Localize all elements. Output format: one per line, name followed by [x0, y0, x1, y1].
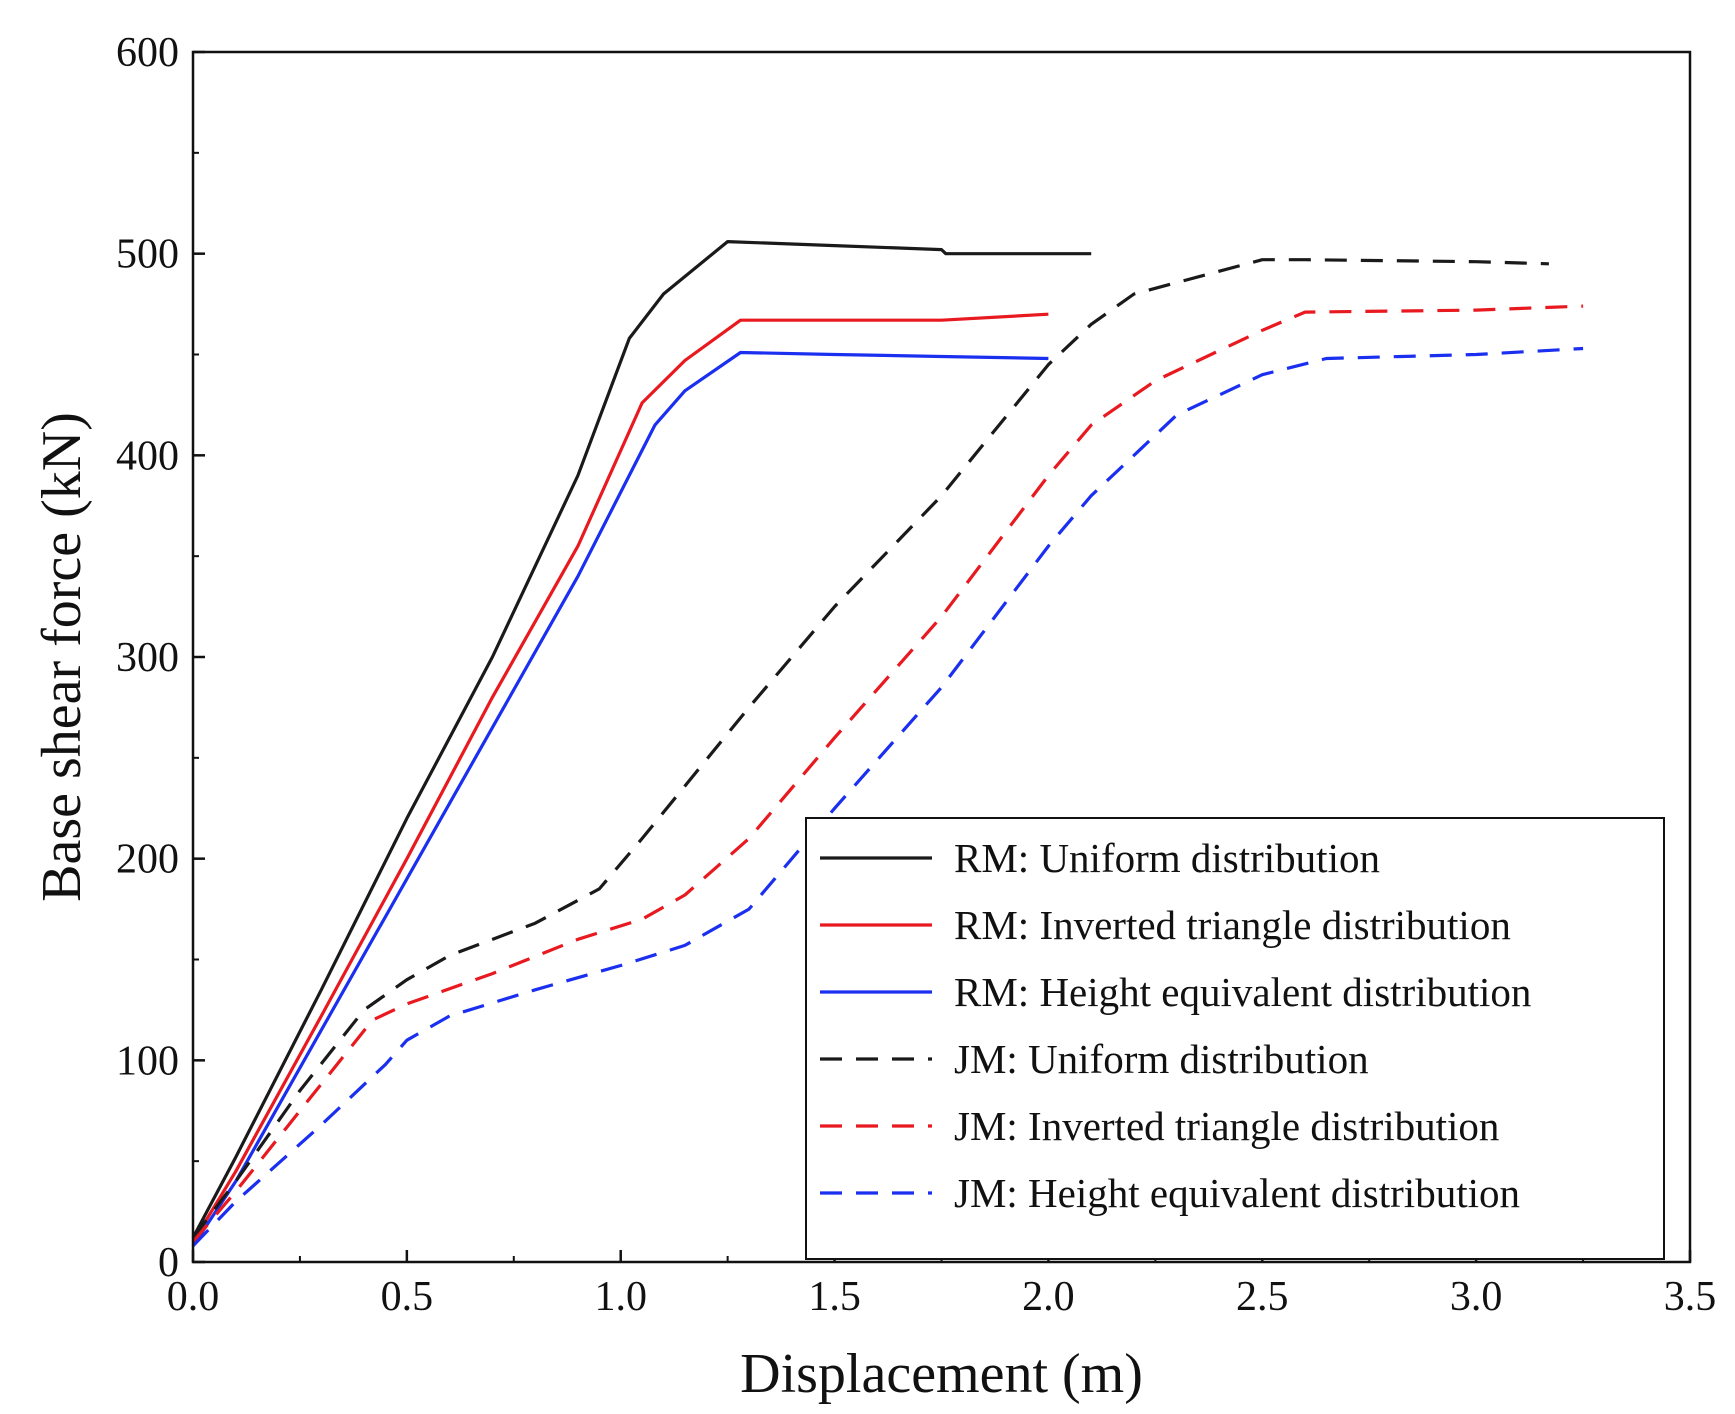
x-axis-title: Displacement (m) [740, 1343, 1143, 1405]
series-line [191, 304, 1584, 1243]
series-line [191, 346, 1584, 1248]
y-tick-label: 500 [116, 232, 179, 278]
series-line [191, 258, 1549, 1239]
y-axis: 0 100 200 300 400 500 600 [116, 30, 205, 1286]
x-tick-label: 1.0 [594, 1274, 647, 1320]
legend-box [805, 817, 1665, 1260]
y-tick-label: 300 [116, 635, 179, 681]
x-tick-label: 2.0 [1022, 1274, 1075, 1320]
x-tick-label: 1.5 [808, 1274, 861, 1320]
legend-entry: JM: Uniform distribution [954, 1036, 1369, 1082]
x-tick-label: 0.5 [381, 1274, 434, 1320]
legend-entry: JM: Height equivalent distribution [954, 1170, 1520, 1216]
y-tick-label: 600 [116, 30, 179, 76]
legend-entry: RM: Inverted triangle distribution [954, 902, 1511, 948]
series-layer [191, 240, 1584, 1248]
y-tick-label: 100 [116, 1038, 179, 1084]
series-line [191, 312, 1049, 1243]
y-tick-label: 200 [116, 837, 179, 883]
x-tick-label: 3.5 [1664, 1274, 1717, 1320]
x-tick-label: 2.5 [1236, 1274, 1289, 1320]
series-line [191, 240, 1092, 1239]
legend-entry: RM: Uniform distribution [954, 835, 1380, 881]
y-axis-title: Base shear force (kN) [31, 412, 93, 902]
legend-entry: RM: Height equivalent distribution [954, 969, 1531, 1015]
legend: RM: Uniform distribution RM: Inverted tri… [805, 817, 1665, 1260]
y-tick-label: 0 [158, 1240, 179, 1286]
x-axis: 0.0 0.5 1.0 1.5 2.0 2.5 3.0 3.5 [167, 1250, 1717, 1320]
x-tick-label: 3.0 [1450, 1274, 1503, 1320]
x-tick-label: 0.0 [167, 1274, 220, 1320]
y-tick-label: 400 [116, 433, 179, 479]
legend-entry: JM: Inverted triangle distribution [954, 1103, 1499, 1149]
series-line [191, 350, 1049, 1247]
